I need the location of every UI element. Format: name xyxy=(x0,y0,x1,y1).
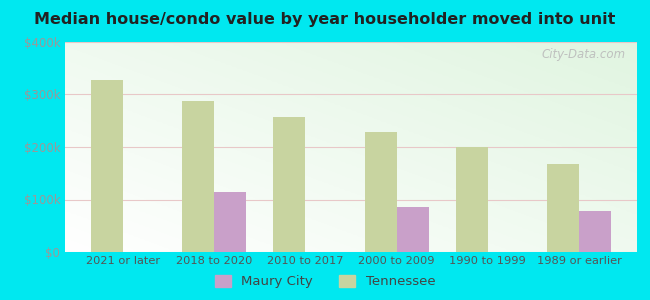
Bar xyxy=(547,164,579,252)
Bar xyxy=(274,116,305,252)
Text: Median house/condo value by year householder moved into unit: Median house/condo value by year househo… xyxy=(34,12,616,27)
Text: City-Data.com: City-Data.com xyxy=(541,48,625,61)
Bar xyxy=(365,132,396,252)
Legend: Maury City, Tennessee: Maury City, Tennessee xyxy=(209,269,441,293)
Bar xyxy=(91,80,123,252)
Bar xyxy=(456,147,488,252)
Bar xyxy=(579,211,611,252)
Bar xyxy=(182,101,214,252)
Bar xyxy=(214,192,246,252)
Bar xyxy=(396,207,428,252)
